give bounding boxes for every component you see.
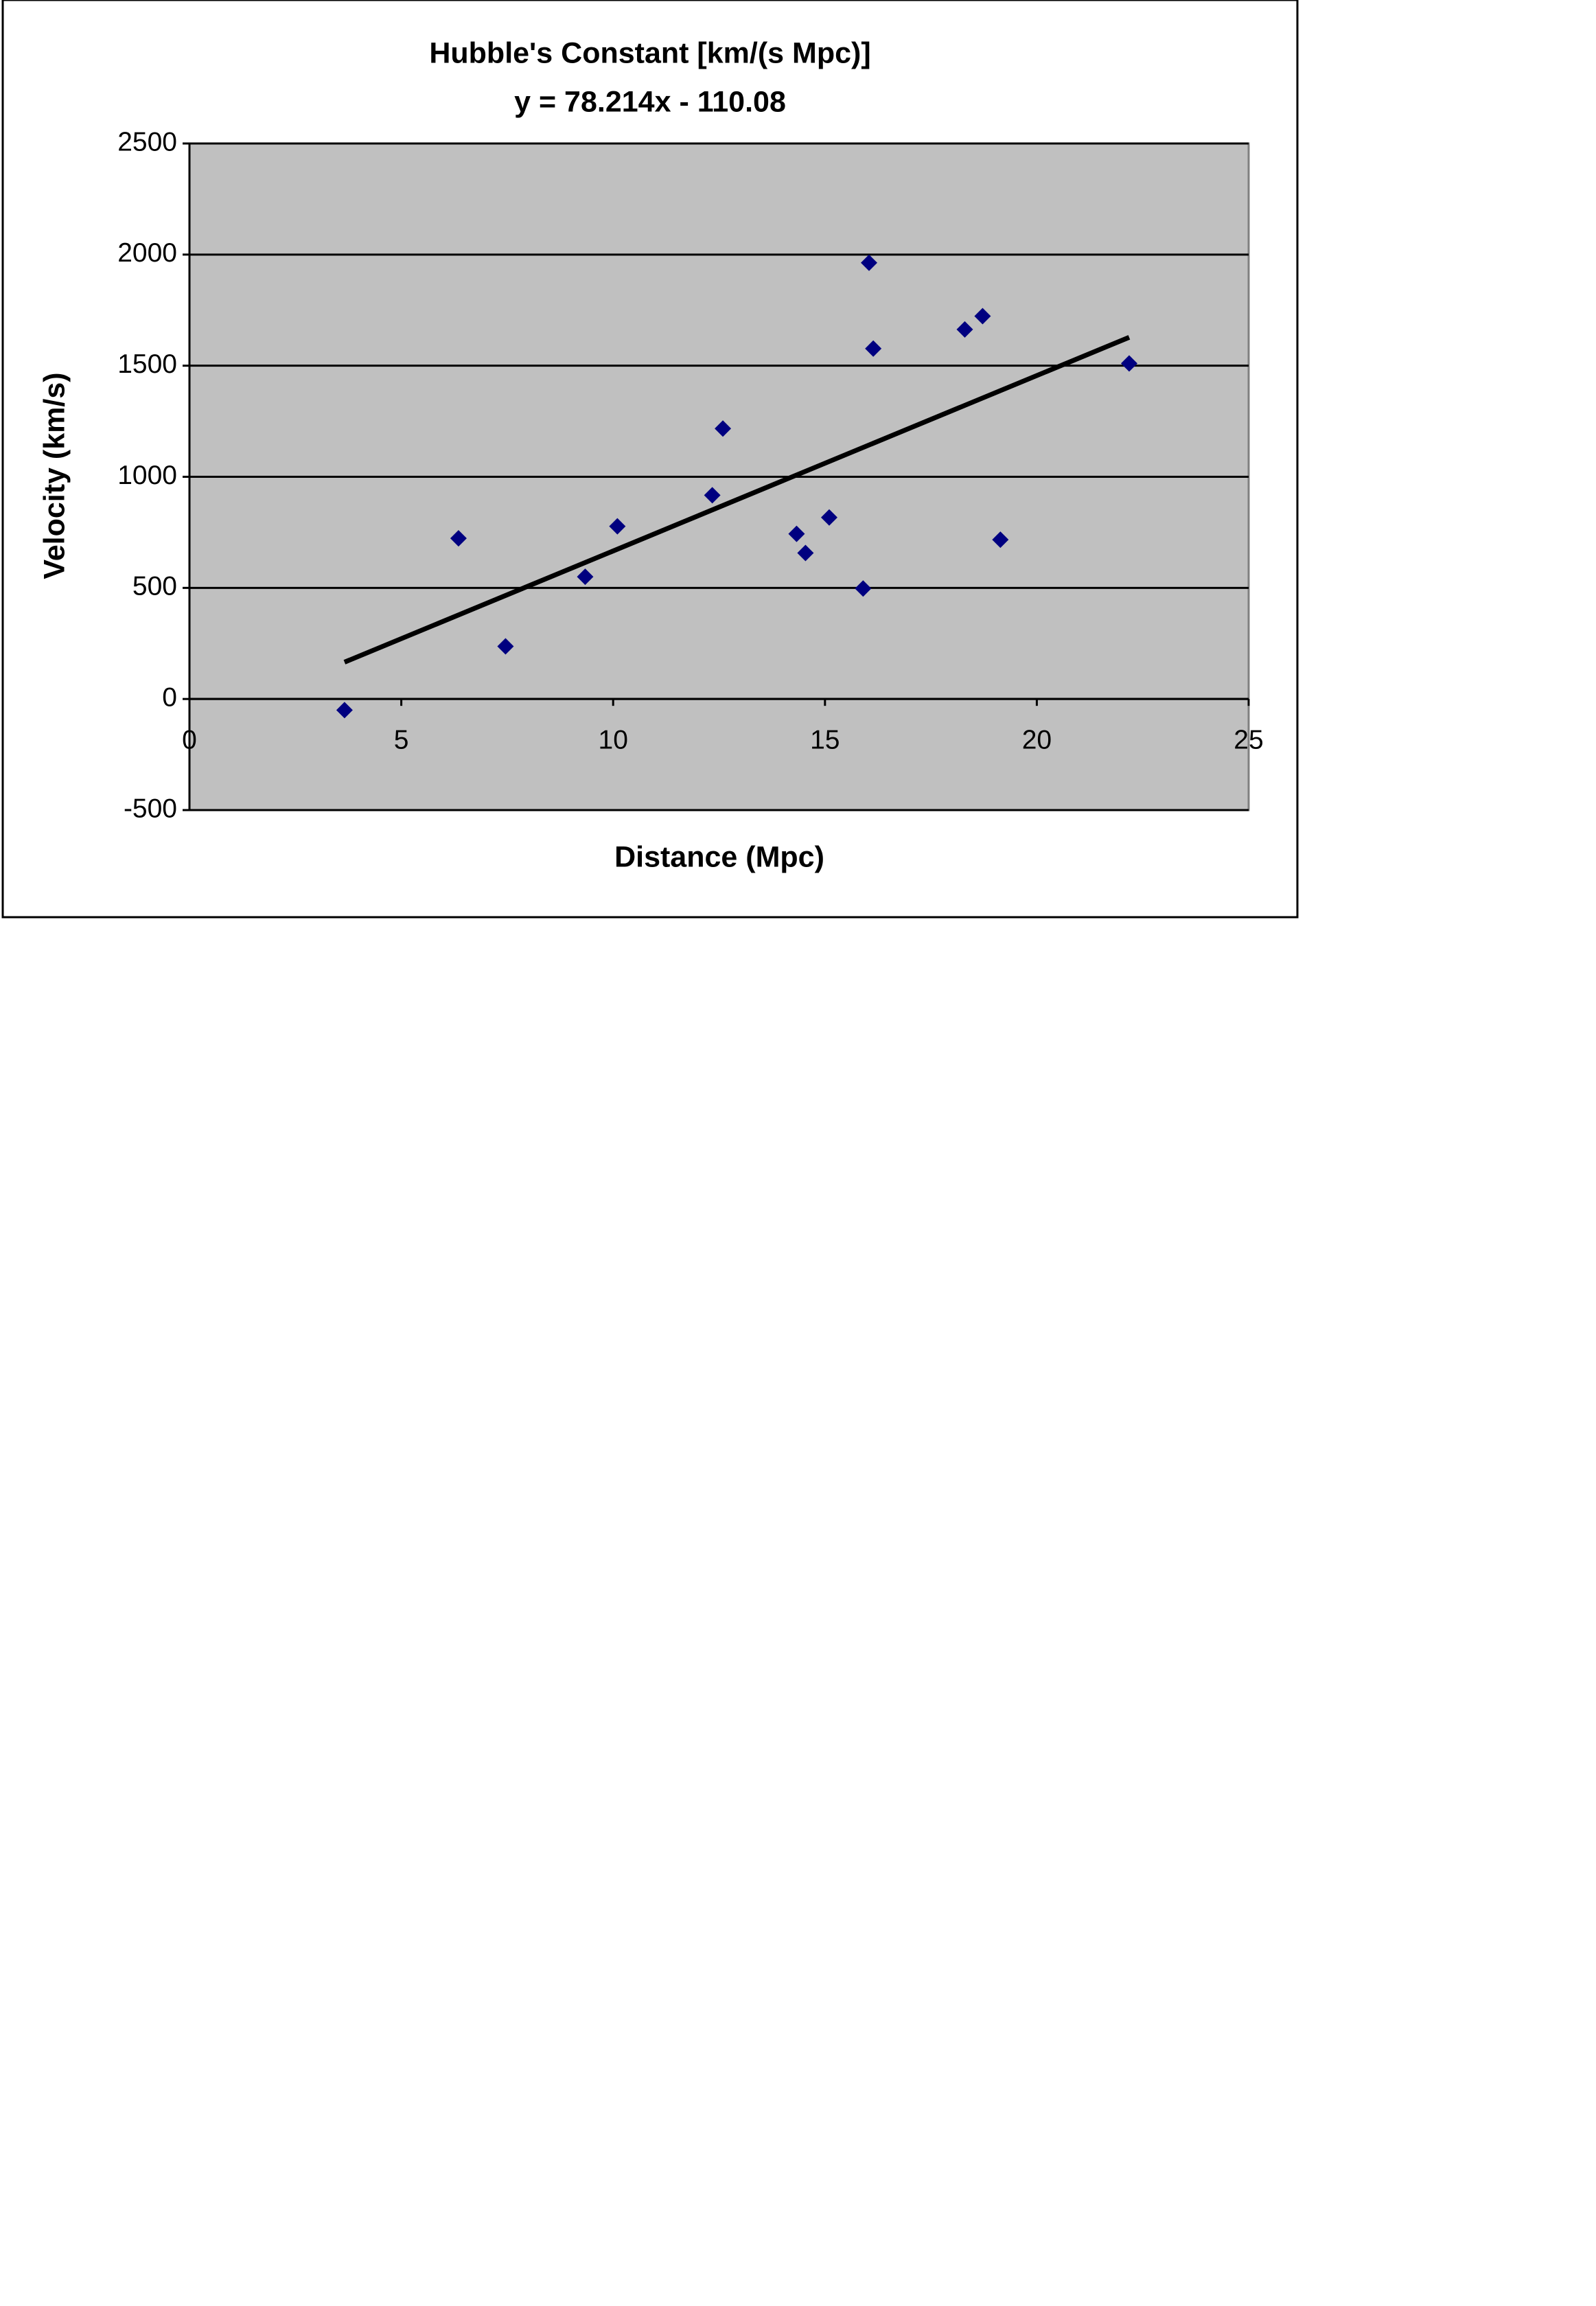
- data-point: [609, 518, 626, 535]
- y-tick-label: 1500: [117, 349, 177, 379]
- x-tick-label: 0: [182, 725, 197, 754]
- chart-title: Hubble's Constant [km/(s Mpc)]: [429, 36, 870, 69]
- data-point: [865, 340, 882, 357]
- data-point: [577, 568, 594, 586]
- data-point: [497, 638, 514, 655]
- data-point: [1120, 355, 1137, 372]
- data-point: [992, 531, 1009, 549]
- x-axis-label: Distance (Mpc): [614, 840, 824, 873]
- data-point: [820, 509, 837, 526]
- y-tick-label: 2000: [117, 238, 177, 268]
- trendline: [343, 335, 1131, 665]
- y-tick-label: 0: [162, 682, 177, 712]
- data-point: [715, 420, 732, 437]
- y-tick-label: 1000: [117, 461, 177, 490]
- data-point: [450, 530, 467, 547]
- data-point: [855, 580, 872, 597]
- data-point: [704, 487, 721, 504]
- plot-area: -500 0 500 1000 1500 2000 2500 0 5 10 15 20 25: [117, 127, 1263, 823]
- data-point: [956, 321, 973, 338]
- data-point: [797, 544, 814, 562]
- y-tick-label: 2500: [117, 127, 177, 157]
- data-point: [974, 308, 991, 325]
- x-tick-label: 5: [394, 725, 409, 754]
- x-tick-label: 25: [1234, 725, 1263, 754]
- data-point: [788, 525, 805, 542]
- x-tick-label: 20: [1022, 725, 1052, 754]
- x-tick-label: 15: [810, 725, 840, 754]
- trend-equation: y = 78.214x - 110.08: [514, 85, 786, 118]
- y-tick-label: -500: [124, 794, 177, 823]
- data-point: [336, 702, 353, 719]
- y-axis-label: Velocity (km/s): [38, 372, 71, 579]
- y-tick-label: 500: [132, 572, 177, 601]
- data-point: [860, 254, 877, 271]
- x-tick-label: 10: [599, 725, 628, 754]
